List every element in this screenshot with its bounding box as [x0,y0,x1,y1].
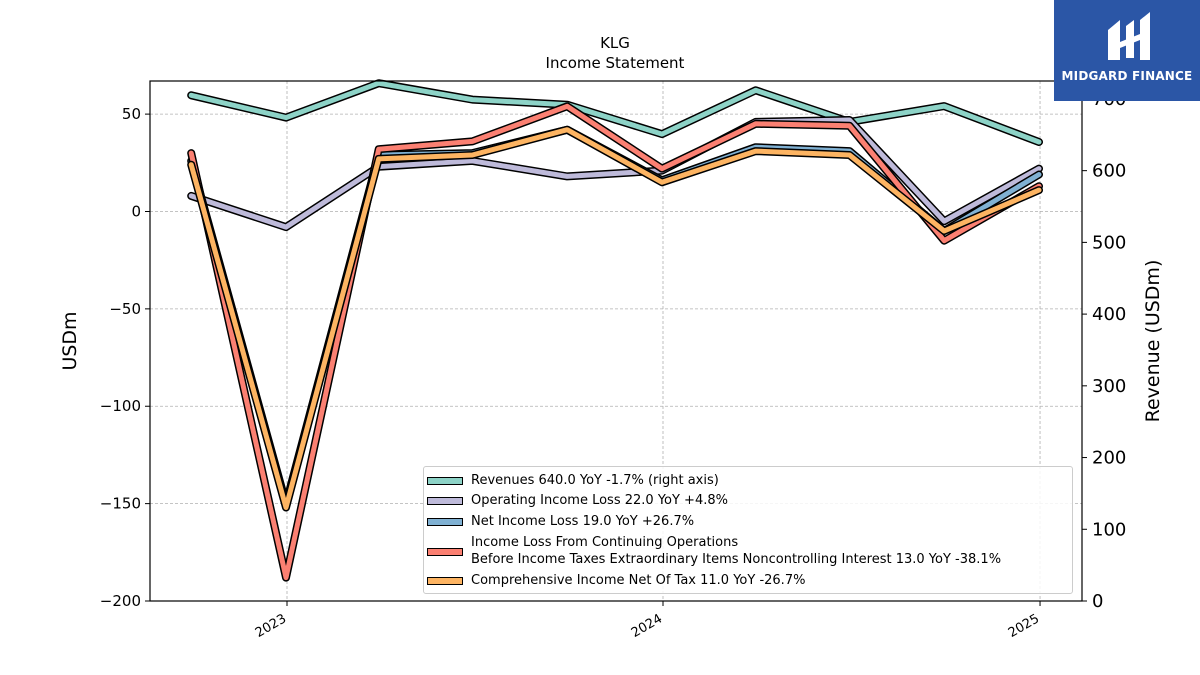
y2-tick-label: 400 [1092,304,1126,325]
y-axis-label: USDm [59,311,81,370]
legend-label-pretax-income-line1: Income Loss From Continuing Operations [471,535,739,550]
plot-frame [149,80,1083,602]
legend-swatch-pretax-income [427,548,463,556]
legend-label-comprehensive-income: Comprehensive Income Net Of Tax 11.0 YoY… [471,573,806,588]
y2-tick-label: 100 [1092,519,1126,540]
y2-tick-label: 500 [1092,232,1126,253]
y-tick-label: −200 [100,592,141,610]
brand-mark-icon [1108,12,1150,60]
legend-label-net-income: Net Income Loss 19.0 YoY +26.7% [471,514,695,529]
legend: Revenues 640.0 YoY -1.7% (right axis) Op… [423,466,1073,594]
series-line-pretax-income [188,103,1042,581]
right-axis-ticks: 0100200300400500600700 [1082,89,1126,612]
y2-tick-label: 600 [1092,161,1126,182]
x-tick-label: 2024 [629,611,665,641]
y2-tick-label: 300 [1092,376,1126,397]
x-axis-ticks: 2023 2024 2025 [253,601,1042,641]
series-line-revenues [188,80,1042,145]
series-line-comprehensive-income [188,127,1042,510]
y-tick-label: −100 [100,397,141,415]
chart-title: KLG [600,34,630,52]
legend-swatch-revenues [427,477,463,485]
brand-name: MIDGARD FINANCE [1061,69,1193,83]
y-tick-label: −50 [109,300,141,318]
left-axis-ticks: −200 −150 −100 −50 0 50 [100,105,150,610]
series-line-operating-income [188,117,1042,230]
y2-tick-label: 0 [1092,591,1103,612]
chart-subtitle: Income Statement [546,54,685,72]
y-tick-label: 0 [131,202,141,220]
brand-logo: MIDGARD FINANCE [1054,0,1200,101]
y2-axis-label: Revenue (USDm) [1142,260,1164,423]
legend-swatch-comprehensive-income [427,577,463,585]
y-tick-label: −150 [100,495,141,513]
legend-swatch-operating-income [427,497,463,505]
series-layer [187,79,1043,582]
y2-tick-label: 200 [1092,448,1126,469]
x-tick-label: 2025 [1006,611,1042,641]
legend-label-revenues: Revenues 640.0 YoY -1.7% (right axis) [471,473,719,488]
x-tick-label: 2023 [253,611,289,641]
legend-label-operating-income: Operating Income Loss 22.0 YoY +4.8% [471,493,728,508]
legend-label-pretax-income-line2: Before Income Taxes Extraordinary Items … [471,552,1002,567]
y-tick-label: 50 [122,105,141,123]
legend-swatch-net-income [427,518,463,526]
